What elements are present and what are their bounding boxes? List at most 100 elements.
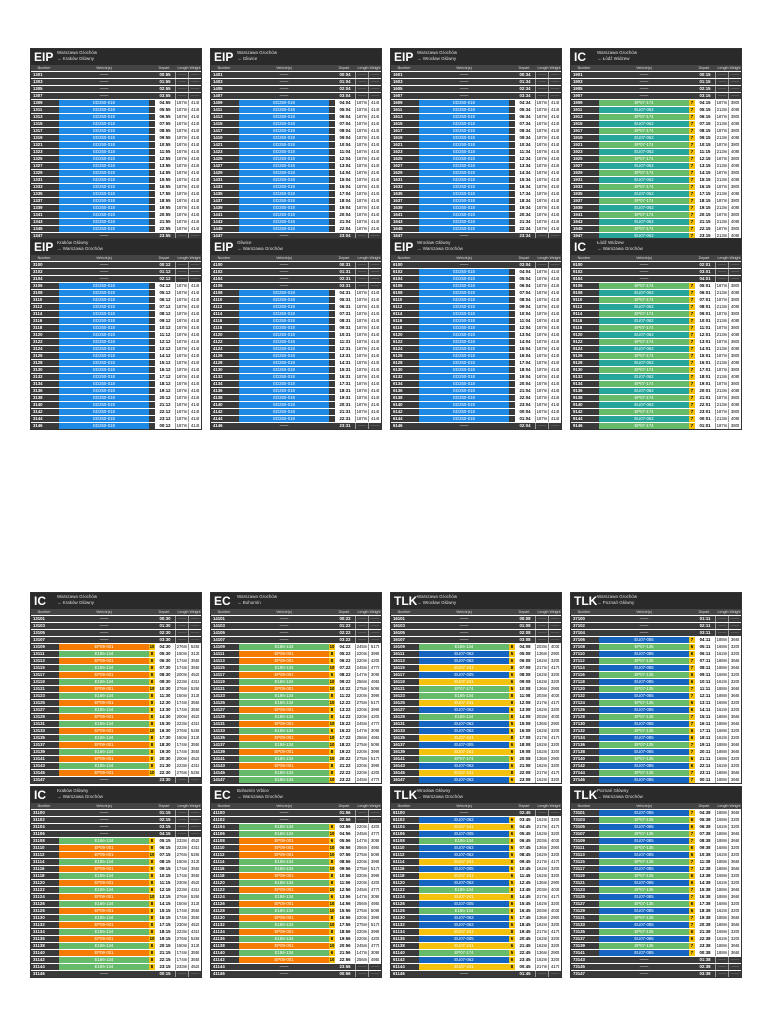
table-row: 6130 ED250-018 18:04 187m 414t <box>391 366 561 373</box>
train-length: 213m <box>715 332 728 338</box>
car-count <box>329 325 335 331</box>
departure-time: 07:22 <box>335 665 355 671</box>
train-weight: 414t <box>368 149 381 155</box>
train-length: 187m <box>355 121 368 127</box>
column-header-vehicle: Vehicle(s) <box>636 804 652 808</box>
train-number: 37112 <box>571 658 599 664</box>
train-number: 9108 <box>571 290 599 296</box>
train-weight: —— <box>368 79 381 85</box>
vehicle-cell: EU07-062 <box>599 177 689 183</box>
table-row: 16141 EP07-174 5 20:08 136m 290t <box>391 755 561 762</box>
train-number: 16103 <box>391 623 419 629</box>
train-number: 41100 <box>211 810 239 816</box>
train-weight: —— <box>188 262 201 268</box>
train-weight: 403t <box>548 887 561 893</box>
train-weight: 414t <box>548 325 561 331</box>
vehicle-cell: EU07-085 <box>599 880 689 886</box>
table-row: 37136 EP07-135 7 19:11 188m 366t <box>571 741 741 748</box>
train-length: 187m <box>175 325 188 331</box>
car-count <box>689 269 695 275</box>
train-length: 162m <box>715 763 728 769</box>
car-count: 8 <box>149 707 155 713</box>
train-number: 6122 <box>391 339 419 345</box>
train-number: 16113 <box>391 658 419 664</box>
table-row: 31106 —— 04:15 —— —— <box>31 830 201 837</box>
table-row: 73143 —— 01:38 —— —— <box>571 956 741 963</box>
vehicle-cell: EP07-174 <box>599 156 689 162</box>
route-origin: Warszawa Grochów <box>597 594 638 599</box>
train-length: 187m <box>535 339 548 345</box>
train-weight: 495t <box>368 735 381 741</box>
table-row: 4132 ED250-018 16:31 187m 414t <box>211 373 381 380</box>
train-weight: 414t <box>548 283 561 289</box>
train-number: 1645 <box>391 226 419 232</box>
table-row: 1409 ED250-018 04:04 187m 414t <box>211 99 381 106</box>
car-count: 7 <box>689 163 695 169</box>
route-destination: → Bohumín <box>237 600 261 605</box>
car-count <box>689 957 695 963</box>
vehicle-cell: ED250-018 <box>239 360 329 366</box>
departure-time: 19:31 <box>335 395 355 401</box>
table-row: 1937 EP07-174 7 18:15 187m 380t <box>571 197 741 204</box>
column-header-depart: Depart <box>518 66 530 70</box>
departure-time: 00:15 <box>695 72 715 78</box>
vehicle-cell: E186-134 <box>239 770 329 776</box>
vehicle-cell: ED250-018 <box>419 114 509 120</box>
train-length: 187m <box>535 198 548 204</box>
table-row: 13113 EP09-001 8 06:30 174m 355t <box>31 657 201 664</box>
table-row: 16131 EU07-062 5 15:08 136m 290t <box>391 720 561 727</box>
vehicle-cell: —— <box>239 630 329 636</box>
departure-time: 14:30 <box>155 714 175 720</box>
train-number: 4114 <box>211 311 239 317</box>
departure-time: 18:15 <box>155 929 175 935</box>
train-length: —— <box>175 276 188 282</box>
train-number: 37134 <box>571 735 599 741</box>
train-number: 1911 <box>571 107 599 113</box>
departure-time: 09:55 <box>155 135 175 141</box>
car-count: 6 <box>329 950 335 956</box>
vehicle-cell: —— <box>59 86 149 92</box>
train-length: 188m <box>715 770 728 776</box>
vehicle-cell: ED250-018 <box>59 184 149 190</box>
train-weight: 290t <box>548 950 561 956</box>
train-length: 187m <box>535 191 548 197</box>
car-count <box>149 86 155 92</box>
table-row: 6134 ED250-018 20:04 187m 414t <box>391 380 561 387</box>
vehicle-cell: EU07-085 <box>599 707 689 713</box>
table-row: 1643 ED250-018 21:34 187m 414t <box>391 218 561 225</box>
vehicle-cell: EP09-001 <box>59 686 149 692</box>
vehicle-cell: EP07-174 <box>599 311 689 317</box>
vehicle-cell: —— <box>59 623 149 629</box>
vehicle-cell: E186-134 <box>59 915 149 921</box>
train-weight: —— <box>368 423 381 429</box>
departure-time: 12:34 <box>515 156 535 162</box>
train-length: 233m <box>175 838 188 844</box>
column-header-number: Number <box>577 610 591 614</box>
train-weight: 408t <box>728 121 741 127</box>
car-count: 7 <box>689 637 695 643</box>
vehicle-cell: EP09-001 <box>239 763 329 769</box>
departure-time: 17:11 <box>695 728 715 734</box>
train-number: 3112 <box>31 304 59 310</box>
car-count: 10 <box>329 908 335 914</box>
train-weight: 414t <box>188 128 201 134</box>
train-weight: 477t <box>368 887 381 893</box>
panel-header: TLK Warszawa Grochów → Poznań Główny <box>571 593 741 609</box>
train-weight: 417t <box>548 700 561 706</box>
train-number: 1601 <box>391 72 419 78</box>
train-weight: 380t <box>728 198 741 204</box>
train-number: 1335 <box>31 191 59 197</box>
vehicle-cell: ED250-018 <box>419 346 509 352</box>
train-weight: —— <box>728 957 741 963</box>
table-row: 1645 ED250-018 22:34 187m 414t <box>391 225 561 232</box>
departure-time: 10:45 <box>515 866 535 872</box>
route-label: Warszawa Grochów → Wrocław Główny <box>417 594 457 606</box>
car-count <box>329 290 335 296</box>
table-row: 41104 E186-134 8 03:56 220m 420t <box>211 823 381 830</box>
train-length: 174m <box>175 950 188 956</box>
train-weight: 408t <box>728 290 741 296</box>
train-number: 1445 <box>211 226 239 232</box>
departure-time: 04:12 <box>155 283 175 289</box>
car-count: 8 <box>509 700 515 706</box>
vehicle-cell: ED250-018 <box>419 163 509 169</box>
